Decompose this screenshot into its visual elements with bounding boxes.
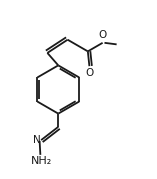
Text: NH₂: NH₂	[30, 156, 52, 166]
Text: O: O	[85, 69, 94, 79]
Text: O: O	[98, 30, 107, 40]
Text: N: N	[33, 135, 40, 145]
